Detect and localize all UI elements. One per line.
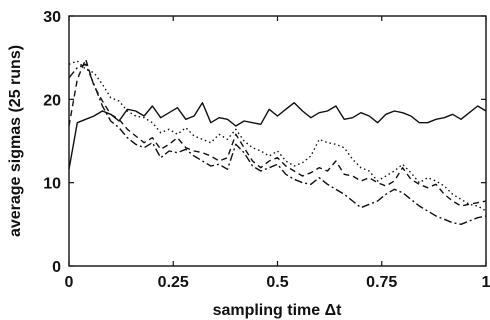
x-tick-label: 1 (482, 274, 490, 291)
y-tick-label: 10 (43, 176, 61, 193)
x-axis-label: sampling time Δt (213, 302, 343, 319)
series-line-dashed (68, 58, 487, 207)
y-tick-label: 30 (43, 9, 61, 26)
series-line-solid (68, 101, 487, 170)
y-tick-label: 20 (43, 92, 61, 109)
y-tick-label: 0 (52, 259, 61, 276)
series-line-dashdot (68, 63, 487, 226)
y-axis-label: average sigmas (25 runs) (7, 45, 24, 237)
x-tick-label: 0.25 (158, 274, 189, 291)
x-tick-label: 0.75 (366, 274, 397, 291)
x-tick-label: 0 (65, 274, 74, 291)
x-tick-label: 0.5 (266, 274, 288, 291)
series-layer (68, 58, 487, 226)
series-line-dotted (68, 60, 487, 212)
